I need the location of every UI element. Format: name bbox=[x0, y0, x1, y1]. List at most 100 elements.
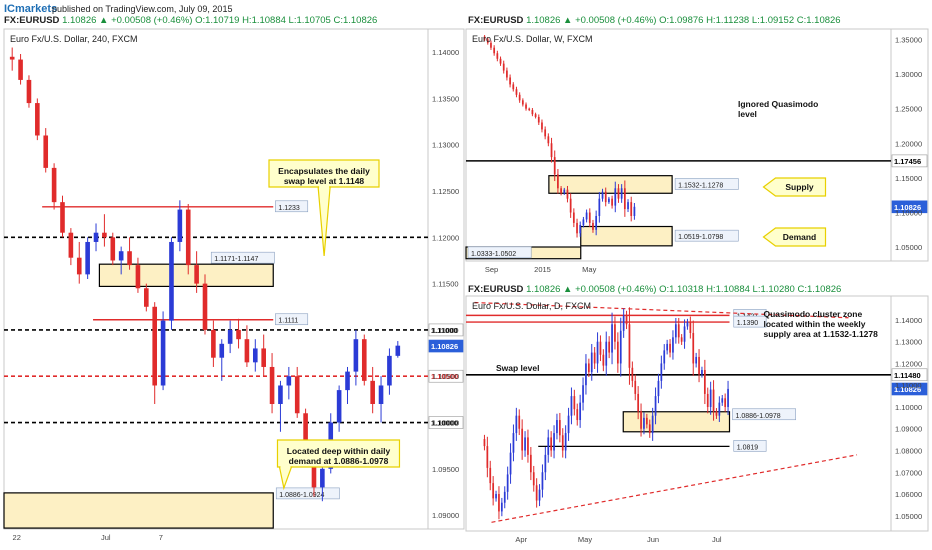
h4-candle-body bbox=[370, 380, 375, 404]
h4-callout-demand-text: demand at 1.0886-1.0978 bbox=[289, 456, 389, 466]
daily-candle-body bbox=[527, 437, 529, 455]
daily-candle-body bbox=[715, 411, 718, 416]
h4-candle-body bbox=[68, 232, 74, 258]
daily-candle-body bbox=[570, 396, 573, 416]
daily-candle-body bbox=[605, 341, 608, 366]
h4-callout-demand-pointer bbox=[278, 466, 293, 491]
h4-zone-tag-box bbox=[275, 487, 340, 500]
daily-candle-body bbox=[503, 491, 506, 503]
weekly-ohlc-line: FX:EURUSD 1.10826 ▲ +0.00508 (+0.46%) O:… bbox=[468, 15, 841, 29]
weekly-candle-body bbox=[627, 202, 629, 210]
daily-candle-body bbox=[625, 315, 628, 325]
h4-candle-body bbox=[102, 232, 107, 238]
h4-zone-tag: 1.1171-1.1147 bbox=[214, 256, 258, 263]
weekly-candle-body bbox=[528, 108, 531, 111]
weekly-candle-body bbox=[608, 198, 610, 203]
daily-level-tag-box bbox=[733, 309, 767, 321]
publish-header: ICmarkets published on TradingView.com, … bbox=[0, 0, 932, 26]
weekly-zone-box bbox=[548, 175, 673, 194]
daily-y-tick-label: 1.05000 bbox=[895, 512, 922, 521]
daily-candle-body bbox=[680, 337, 683, 342]
weekly-y-tick-label: 1.15000 bbox=[895, 174, 922, 183]
weekly-candle-body bbox=[490, 42, 492, 48]
h4-candle-body bbox=[294, 376, 300, 414]
weekly-price-badge bbox=[891, 200, 928, 214]
weekly-candle-body bbox=[550, 143, 553, 158]
left-ohlc-line: FX:EURUSD 1.10826 ▲ +0.00508 (+0.46%) O:… bbox=[4, 15, 377, 29]
daily-y-tick-label: 1.13000 bbox=[895, 338, 922, 347]
h4-candle-body bbox=[286, 376, 292, 386]
weekly-candle-body bbox=[502, 63, 505, 71]
h4-candle-body bbox=[202, 283, 208, 330]
h4-candle-body bbox=[278, 385, 283, 404]
daily-candle-body bbox=[689, 322, 692, 333]
published-line: published on TradingView.com, July 09, 2… bbox=[52, 4, 233, 14]
daily-candle-body bbox=[712, 389, 715, 412]
weekly-price-badge-text: 1.10826 bbox=[894, 203, 921, 212]
h4-candle-body bbox=[160, 320, 166, 386]
h4-y-tick-label: 1.12000 bbox=[432, 233, 459, 242]
daily-candle-body bbox=[614, 324, 616, 342]
weekly-candle-body bbox=[569, 198, 572, 213]
daily-ohlc-line: FX:EURUSD 1.10826 ▲ +0.00508 (+0.46%) O:… bbox=[468, 284, 841, 298]
left-symbol: FX:EURUSD bbox=[4, 15, 60, 26]
h4-candle-body bbox=[93, 232, 99, 242]
h4-price-badge-text: 1.11000 bbox=[431, 326, 458, 335]
weekly-candle-body bbox=[521, 100, 524, 105]
daily-candle-body bbox=[686, 322, 689, 327]
h4-frame bbox=[3, 28, 465, 530]
weekly-zone-tag: 1.0333-1.0502 bbox=[471, 251, 516, 258]
h4-x-tick-label: 22 bbox=[13, 533, 21, 542]
h4-price-badge-text: 1.10826 bbox=[431, 342, 458, 351]
h4-candle-body bbox=[110, 237, 116, 261]
weekly-callout-quasimodo-text: level bbox=[738, 109, 757, 119]
daily-price-badge bbox=[891, 368, 928, 382]
daily-candle-body bbox=[663, 350, 666, 364]
daily-candle-body bbox=[506, 474, 509, 492]
daily-trendline bbox=[474, 301, 849, 319]
daily-candle-body bbox=[619, 330, 622, 364]
weekly-candle-body bbox=[557, 174, 559, 189]
daily-candle-body bbox=[727, 388, 729, 407]
weekly-candle-body bbox=[572, 212, 575, 223]
daily-ohlc-values: 1.10826 ▲ +0.00508 (+0.46%) O:1.10318 H:… bbox=[526, 284, 842, 295]
weekly-candle-body bbox=[493, 47, 496, 54]
daily-zone-tag: 1.0886-1.0978 bbox=[736, 413, 781, 420]
h4-candle-body bbox=[169, 241, 174, 321]
weekly-zone-tag: 1.1532-1.1278 bbox=[678, 182, 723, 189]
daily-candle-body bbox=[587, 363, 590, 373]
h4-candle-body bbox=[35, 103, 40, 136]
h4-y-tick-label: 1.13500 bbox=[432, 94, 459, 103]
brand-name[interactable]: ICmarkets bbox=[4, 3, 58, 15]
h4-y-tick-label: 1.10500 bbox=[432, 372, 459, 381]
weekly-symbol: FX:EURUSD bbox=[468, 15, 524, 26]
weekly-candle-body bbox=[537, 116, 540, 123]
daily-candle-body bbox=[657, 380, 660, 397]
daily-candle-body bbox=[561, 435, 564, 451]
daily-candle-body bbox=[558, 420, 561, 436]
h4-candle-body bbox=[85, 241, 90, 275]
daily-callout-quasimodo-text: supply area at 1.1532-1.1278 bbox=[764, 329, 879, 339]
weekly-callout-demand-text: Demand bbox=[783, 232, 817, 242]
daily-candle-body bbox=[648, 424, 651, 434]
weekly-callout-supply-bubble bbox=[762, 177, 827, 197]
daily-level-tag: 1.0819 bbox=[737, 444, 759, 451]
daily-candle-body bbox=[666, 343, 669, 351]
daily-x-tick-label: Apr bbox=[515, 535, 527, 544]
daily-level-tag: 1.1421 bbox=[737, 313, 759, 320]
left-ohlc-values: 1.10826 ▲ +0.00508 (+0.46%) O:1.10719 H:… bbox=[62, 15, 378, 26]
daily-candle-body bbox=[486, 446, 489, 468]
h4-candle-body bbox=[135, 265, 141, 289]
daily-candle-body bbox=[631, 367, 634, 381]
h4-zone-tag-box bbox=[210, 251, 275, 264]
daily-chart-title: Euro Fx/U.S. Dollar, D, FXCM bbox=[472, 301, 591, 311]
h4-y-tick-label: 1.09000 bbox=[432, 511, 459, 520]
weekly-candle-body bbox=[544, 129, 547, 137]
h4-candle-body bbox=[43, 135, 49, 168]
daily-candle-body bbox=[677, 324, 680, 338]
daily-candle-body bbox=[524, 437, 526, 451]
h4-candle-body bbox=[76, 257, 82, 275]
weekly-candle-body bbox=[496, 53, 499, 59]
h4-level-tag: 1.1111 bbox=[278, 318, 298, 325]
h4-candle-body bbox=[311, 450, 317, 488]
